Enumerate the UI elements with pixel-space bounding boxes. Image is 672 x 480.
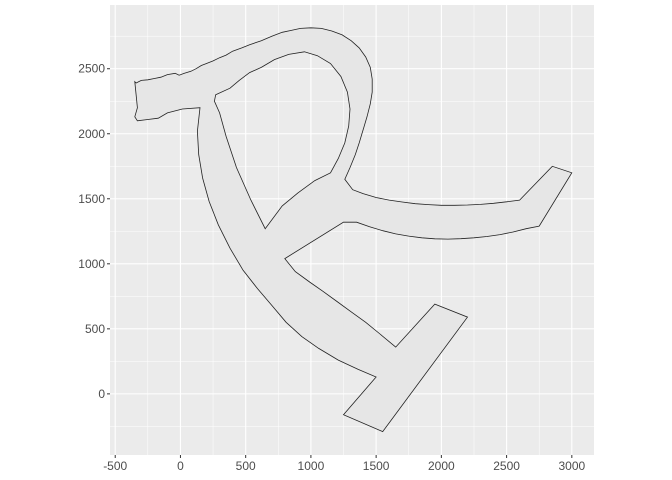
y-tick-label: 2000 [78, 127, 105, 141]
x-axis: -500 0 500 1000 1500 2000 2500 3000 [103, 455, 585, 473]
grid-lines [110, 5, 594, 455]
x-tick-label: 0 [177, 459, 184, 473]
x-tick-label: -500 [103, 459, 127, 473]
y-tick-label: 500 [85, 322, 105, 336]
x-tick-label: 1500 [363, 459, 390, 473]
x-tick-label: 3000 [558, 459, 585, 473]
y-tick-label: 1000 [78, 257, 105, 271]
y-tick-label: 2500 [78, 62, 105, 76]
x-tick-label: 500 [236, 459, 256, 473]
y-tick-label: 0 [98, 387, 105, 401]
x-tick-label: 2500 [493, 459, 520, 473]
y-axis: 0 500 1000 1500 2000 2500 [78, 62, 110, 401]
shape-layer [134, 27, 573, 433]
y-tick-label: 1500 [78, 192, 105, 206]
x-tick-label: 2000 [428, 459, 455, 473]
x-tick-label: 1000 [298, 459, 325, 473]
shape-polygon [134, 27, 573, 433]
